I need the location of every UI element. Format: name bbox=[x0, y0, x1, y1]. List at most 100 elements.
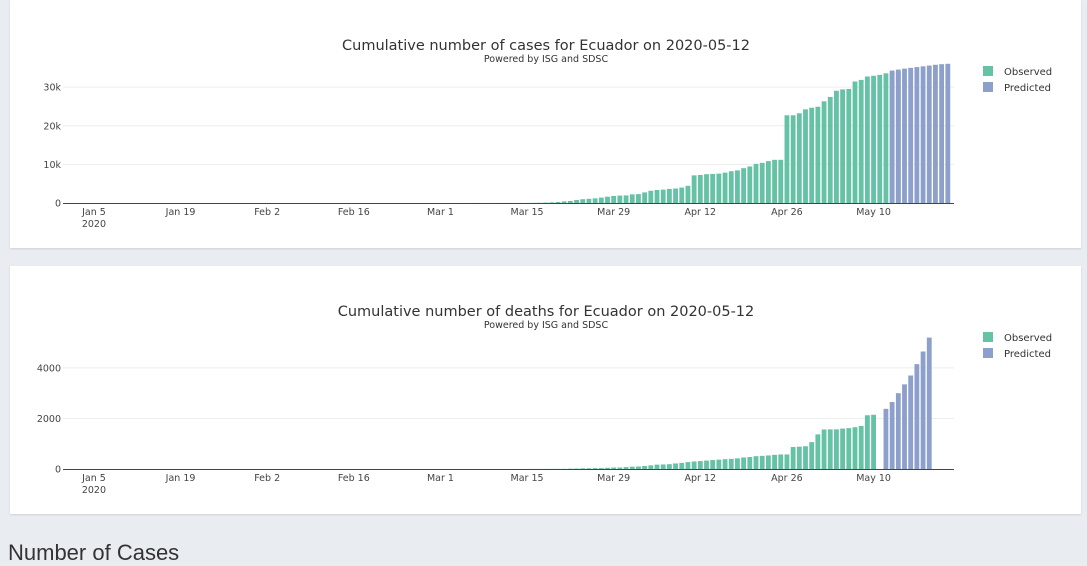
bar-observed[interactable] bbox=[797, 447, 802, 469]
bar-observed[interactable] bbox=[840, 429, 845, 469]
bar-observed[interactable] bbox=[716, 174, 721, 203]
bar-observed[interactable] bbox=[648, 191, 653, 203]
bar-observed[interactable] bbox=[760, 456, 765, 469]
bar-observed[interactable] bbox=[624, 467, 629, 469]
bar-observed[interactable] bbox=[692, 461, 697, 469]
bar-observed[interactable] bbox=[704, 174, 709, 203]
bar-observed[interactable] bbox=[661, 190, 666, 203]
bar-observed[interactable] bbox=[791, 115, 796, 203]
bar-observed[interactable] bbox=[871, 76, 876, 203]
bar-observed[interactable] bbox=[624, 195, 629, 203]
bar-predicted[interactable] bbox=[921, 66, 926, 203]
bar-observed[interactable] bbox=[809, 108, 814, 203]
bar-observed[interactable] bbox=[754, 456, 759, 469]
bar-observed[interactable] bbox=[587, 199, 592, 203]
bar-predicted[interactable] bbox=[896, 70, 901, 203]
bar-observed[interactable] bbox=[822, 429, 827, 469]
bar-predicted[interactable] bbox=[908, 375, 913, 469]
bar-observed[interactable] bbox=[580, 468, 585, 469]
bar-observed[interactable] bbox=[636, 467, 641, 469]
bar-predicted[interactable] bbox=[927, 338, 932, 469]
bar-observed[interactable] bbox=[735, 458, 740, 469]
bar-observed[interactable] bbox=[815, 434, 820, 469]
bar-observed[interactable] bbox=[791, 447, 796, 469]
bar-predicted[interactable] bbox=[908, 68, 913, 203]
bar-observed[interactable] bbox=[617, 196, 622, 203]
bar-predicted[interactable] bbox=[921, 351, 926, 469]
bar-observed[interactable] bbox=[617, 467, 622, 469]
bar-observed[interactable] bbox=[859, 426, 864, 469]
bar-observed[interactable] bbox=[605, 197, 610, 203]
bar-observed[interactable] bbox=[723, 459, 728, 469]
bar-observed[interactable] bbox=[853, 427, 858, 469]
legend-item-observed[interactable]: Observed bbox=[983, 332, 1052, 344]
bar-predicted[interactable] bbox=[939, 64, 944, 203]
bar-observed[interactable] bbox=[865, 77, 870, 204]
bar-observed[interactable] bbox=[754, 164, 759, 203]
bar-observed[interactable] bbox=[778, 454, 783, 469]
bar-observed[interactable] bbox=[593, 468, 598, 469]
bar-observed[interactable] bbox=[655, 190, 660, 203]
bar-observed[interactable] bbox=[853, 82, 858, 204]
bar-predicted[interactable] bbox=[890, 402, 895, 469]
bar-observed[interactable] bbox=[822, 101, 827, 203]
bar-observed[interactable] bbox=[710, 174, 715, 203]
legend-item-predicted[interactable]: Predicted bbox=[983, 348, 1051, 360]
bar-observed[interactable] bbox=[593, 198, 598, 203]
bar-observed[interactable] bbox=[673, 189, 678, 203]
bar-observed[interactable] bbox=[611, 468, 616, 469]
bar-observed[interactable] bbox=[741, 457, 746, 469]
bar-observed[interactable] bbox=[803, 109, 808, 203]
legend-item-observed[interactable]: Observed bbox=[983, 66, 1052, 78]
bar-observed[interactable] bbox=[809, 442, 814, 469]
bar-observed[interactable] bbox=[747, 166, 752, 203]
bar-observed[interactable] bbox=[815, 107, 820, 203]
bar-observed[interactable] bbox=[611, 196, 616, 203]
bar-observed[interactable] bbox=[772, 455, 777, 469]
bar-observed[interactable] bbox=[648, 465, 653, 469]
bar-observed[interactable] bbox=[766, 161, 771, 203]
bar-predicted[interactable] bbox=[890, 71, 895, 203]
legend-item-predicted[interactable]: Predicted bbox=[983, 82, 1051, 94]
bar-observed[interactable] bbox=[642, 192, 647, 203]
bar-observed[interactable] bbox=[698, 175, 703, 203]
bar-observed[interactable] bbox=[698, 461, 703, 469]
bar-predicted[interactable] bbox=[914, 67, 919, 203]
bar-observed[interactable] bbox=[636, 194, 641, 203]
bar-observed[interactable] bbox=[840, 89, 845, 203]
bar-observed[interactable] bbox=[549, 202, 554, 203]
bar-predicted[interactable] bbox=[927, 66, 932, 203]
bar-observed[interactable] bbox=[747, 457, 752, 469]
bar-observed[interactable] bbox=[778, 160, 783, 203]
bar-observed[interactable] bbox=[556, 202, 561, 203]
bar-observed[interactable] bbox=[729, 171, 734, 203]
bar-observed[interactable] bbox=[846, 428, 851, 469]
bar-observed[interactable] bbox=[692, 175, 697, 203]
bar-observed[interactable] bbox=[723, 173, 728, 203]
bar-observed[interactable] bbox=[605, 468, 610, 469]
bar-observed[interactable] bbox=[735, 170, 740, 203]
bar-observed[interactable] bbox=[562, 201, 567, 203]
bar-observed[interactable] bbox=[766, 455, 771, 469]
bar-predicted[interactable] bbox=[884, 409, 889, 469]
bar-observed[interactable] bbox=[686, 462, 691, 469]
bar-predicted[interactable] bbox=[902, 384, 907, 469]
bar-observed[interactable] bbox=[834, 91, 839, 203]
bar-observed[interactable] bbox=[884, 73, 889, 203]
bar-observed[interactable] bbox=[580, 199, 585, 203]
bar-observed[interactable] bbox=[834, 429, 839, 469]
bar-observed[interactable] bbox=[574, 200, 579, 203]
bar-observed[interactable] bbox=[673, 463, 678, 469]
bar-observed[interactable] bbox=[716, 460, 721, 469]
bar-observed[interactable] bbox=[679, 463, 684, 469]
bar-observed[interactable] bbox=[587, 468, 592, 469]
bar-observed[interactable] bbox=[846, 89, 851, 203]
bar-observed[interactable] bbox=[655, 465, 660, 469]
bar-observed[interactable] bbox=[686, 186, 691, 203]
bar-observed[interactable] bbox=[630, 467, 635, 469]
bar-observed[interactable] bbox=[667, 189, 672, 203]
bar-observed[interactable] bbox=[704, 461, 709, 469]
bar-predicted[interactable] bbox=[896, 393, 901, 469]
bar-observed[interactable] bbox=[871, 415, 876, 469]
bar-observed[interactable] bbox=[803, 446, 808, 469]
